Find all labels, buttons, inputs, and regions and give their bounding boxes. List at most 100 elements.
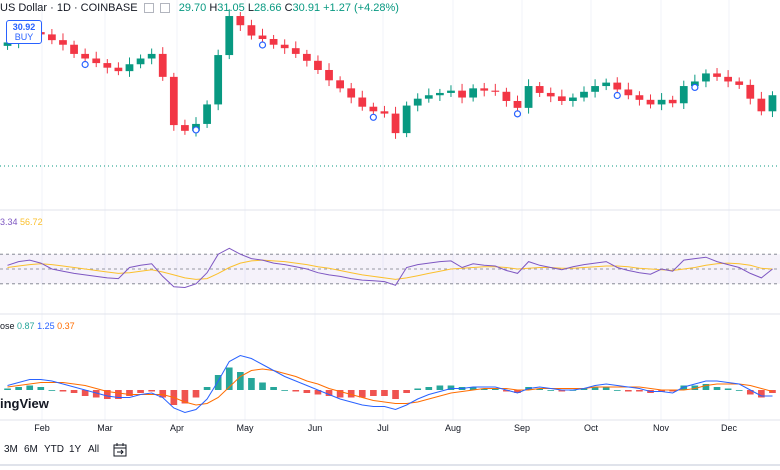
macd-line	[7, 354, 773, 414]
macd-histogram-bar	[436, 385, 444, 390]
trade-marker	[81, 60, 89, 69]
macd-histogram-bar	[713, 387, 721, 390]
macd-histogram-bar	[26, 385, 34, 390]
candle-body	[458, 90, 466, 98]
candle-body	[613, 82, 622, 90]
candle-body	[125, 64, 134, 72]
macd-histogram-bar	[447, 385, 455, 390]
symbol-title[interactable]: US Dollar · 1D · COINBASE	[0, 2, 138, 14]
trade-marker	[691, 83, 699, 92]
candle-body	[114, 67, 123, 72]
candle-body	[502, 91, 511, 101]
range-all-button[interactable]: All	[88, 444, 100, 455]
macd-histogram-bar	[159, 390, 167, 398]
candle-body	[768, 95, 777, 112]
macd-histogram-bar	[4, 388, 11, 390]
candle-body	[546, 92, 555, 97]
macd-histogram-bar	[303, 390, 311, 393]
trade-marker	[613, 91, 621, 100]
candle-body	[557, 96, 566, 101]
rsi-value: 3.34	[0, 217, 18, 227]
candle-body	[469, 88, 478, 98]
macd-histogram-bar	[636, 390, 643, 392]
macd-signal-value: 0.37	[57, 321, 75, 331]
macd-histogram-bar	[480, 388, 488, 390]
open-value: 29.70	[178, 2, 207, 14]
bottom-divider	[0, 464, 780, 466]
rsi-legend[interactable]: 3.34 56.72	[0, 217, 43, 227]
flag-icon[interactable]	[159, 3, 170, 14]
macd-histogram-bar	[536, 388, 543, 390]
x-tick-label: Jul	[377, 423, 389, 433]
bottom-toolbar: 3M 6M YTD 1Y All	[0, 436, 780, 470]
macd-legend[interactable]: ose 0.87 1.25 0.37	[0, 321, 75, 331]
buy-button[interactable]: 30.92 BUY	[6, 20, 42, 44]
candle-body	[591, 86, 599, 92]
candle-body	[347, 88, 356, 98]
x-tick-label: Sep	[514, 423, 530, 433]
candle-body	[436, 92, 444, 96]
range-6m-button[interactable]: 6M	[24, 444, 38, 455]
macd-histogram-bar	[103, 390, 111, 399]
macd-histogram-bar	[580, 388, 588, 390]
macd-histogram-bar	[491, 388, 499, 390]
trade-marker	[369, 113, 377, 121]
buy-label: BUY	[14, 32, 34, 42]
candle-body	[524, 86, 533, 108]
macd-histogram-bar	[403, 390, 410, 393]
range-1y-button[interactable]: 1Y	[69, 444, 82, 455]
close-label: C	[284, 2, 293, 14]
tradingview-watermark: ingView	[0, 396, 49, 411]
macd-pane	[4, 354, 776, 414]
candle-body	[535, 86, 544, 93]
macd-histogram-bar	[126, 390, 133, 396]
macd-histogram-bar	[591, 387, 599, 390]
candle-body	[103, 63, 112, 68]
calendar-icon[interactable]	[113, 443, 127, 457]
candle-body	[269, 38, 278, 45]
candle-body	[424, 95, 433, 99]
close-value: 30.91	[292, 2, 321, 14]
settings-icon[interactable]	[143, 3, 154, 14]
candle-body	[147, 53, 156, 59]
candle-body	[59, 40, 67, 45]
macd-histogram-bar	[248, 378, 255, 390]
candle-body	[702, 73, 710, 82]
macd-histogram-bar	[746, 390, 754, 395]
macd-histogram-bar	[259, 382, 266, 390]
macd-histogram-bar	[358, 390, 366, 398]
trade-marker	[192, 126, 200, 134]
candle-body	[724, 76, 732, 82]
candle-body	[169, 76, 178, 126]
macd-histogram-bar	[192, 390, 200, 398]
x-tick-label: Dec	[721, 423, 738, 433]
low-label: L	[247, 2, 254, 14]
x-tick-label: Nov	[653, 423, 670, 433]
candle-body	[713, 73, 721, 77]
macd-histogram-bar	[92, 390, 100, 398]
candle-body	[81, 53, 90, 59]
macd-histogram-bar	[15, 387, 22, 390]
macd-histogram-bar	[669, 390, 677, 392]
candle-body	[247, 25, 256, 36]
x-tick-label: Apr	[170, 423, 184, 433]
rsi-line	[7, 247, 773, 289]
candle-body	[136, 58, 145, 65]
range-ytd-button[interactable]: YTD	[44, 444, 64, 455]
candle-body	[757, 98, 766, 112]
candle-body	[236, 16, 245, 26]
macd-histogram-bar	[613, 390, 621, 391]
rsi-ma-value: 56.72	[20, 217, 43, 227]
macd-histogram-bar	[602, 387, 610, 390]
macd-value: 1.25	[37, 321, 55, 331]
macd-histogram-bar	[81, 390, 89, 396]
x-tick-label: Oct	[584, 423, 599, 433]
rsi-ma-line	[7, 259, 773, 280]
range-3m-button[interactable]: 3M	[4, 444, 18, 455]
macd-histogram-bar	[514, 390, 521, 393]
candle-body	[569, 97, 577, 101]
trade-marker	[513, 110, 522, 118]
macd-signal-line	[7, 368, 773, 406]
high-label: H	[209, 2, 218, 14]
